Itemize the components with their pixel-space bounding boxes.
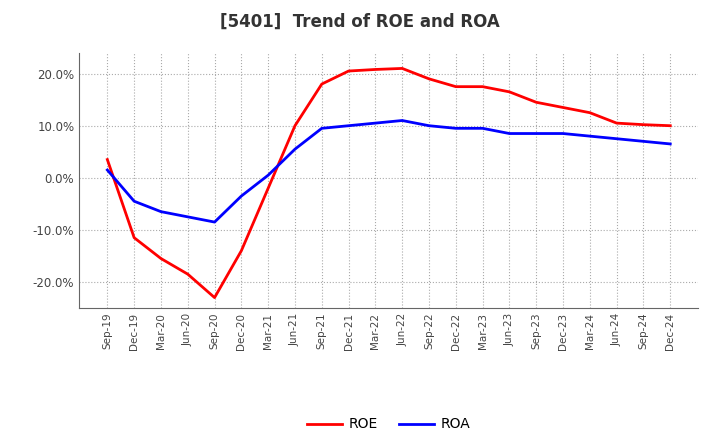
- ROE: [184, 271, 192, 277]
- ROE: [344, 68, 353, 73]
- ROA: [639, 139, 648, 144]
- ROE: [478, 84, 487, 89]
- ROA: [425, 123, 433, 128]
- ROA: [585, 133, 594, 139]
- ROE: [425, 76, 433, 81]
- ROE: [639, 122, 648, 127]
- ROE: [612, 121, 621, 126]
- ROA: [478, 126, 487, 131]
- ROA: [612, 136, 621, 141]
- ROA: [264, 172, 272, 178]
- ROA: [103, 167, 112, 172]
- ROA: [559, 131, 567, 136]
- ROE: [398, 66, 407, 71]
- ROA: [184, 214, 192, 220]
- ROE: [585, 110, 594, 115]
- ROE: [291, 123, 300, 128]
- ROA: [666, 141, 675, 147]
- ROA: [210, 220, 219, 225]
- ROA: [532, 131, 541, 136]
- ROE: [103, 157, 112, 162]
- Legend: ROE, ROA: ROE, ROA: [302, 412, 476, 437]
- ROA: [371, 121, 379, 126]
- Text: [5401]  Trend of ROE and ROA: [5401] Trend of ROE and ROA: [220, 13, 500, 31]
- ROE: [318, 81, 326, 87]
- ROA: [344, 123, 353, 128]
- ROE: [157, 256, 166, 261]
- ROE: [237, 248, 246, 253]
- ROA: [451, 126, 460, 131]
- ROE: [532, 99, 541, 105]
- ROA: [398, 118, 407, 123]
- ROA: [505, 131, 514, 136]
- ROA: [291, 147, 300, 152]
- ROA: [237, 194, 246, 199]
- ROE: [505, 89, 514, 95]
- ROE: [451, 84, 460, 89]
- ROA: [157, 209, 166, 214]
- ROE: [210, 295, 219, 300]
- ROA: [318, 126, 326, 131]
- ROE: [559, 105, 567, 110]
- ROA: [130, 198, 138, 204]
- Line: ROE: ROE: [107, 69, 670, 297]
- ROE: [130, 235, 138, 240]
- ROE: [666, 123, 675, 128]
- Line: ROA: ROA: [107, 121, 670, 222]
- ROE: [371, 67, 379, 72]
- ROE: [264, 186, 272, 191]
